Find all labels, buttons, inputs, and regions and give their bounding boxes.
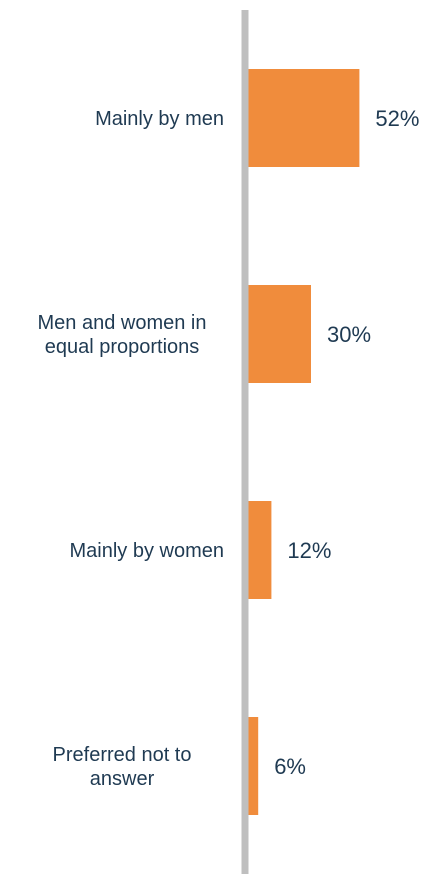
bar-3: [245, 501, 272, 599]
category-label-line: Men and women in: [38, 312, 207, 334]
category-label-line: equal proportions: [45, 336, 200, 358]
category-label-line: answer: [90, 768, 155, 790]
category-label-3: Mainly by women: [69, 540, 224, 562]
data-label-4: 6%: [274, 754, 306, 779]
data-label-2: 30%: [327, 322, 371, 347]
category-label-line: Mainly by men: [95, 108, 224, 130]
bars-group: [245, 69, 360, 815]
category-label-line: Preferred not to: [53, 744, 192, 766]
category-label-4: Preferred not to answer: [53, 744, 192, 790]
data-label-3: 12%: [287, 538, 331, 563]
bar-1: [245, 69, 360, 167]
category-label-1: Mainly by men: [95, 108, 224, 130]
data-label-1: 52%: [375, 106, 419, 131]
value-labels-group: 52% 30% 12% 6%: [274, 106, 419, 779]
category-label-2: Men and women in equal proportions: [38, 312, 207, 358]
category-label-line: Mainly by women: [69, 540, 224, 562]
category-labels-group: Mainly by men Men and women in equal propo…: [38, 108, 224, 790]
bar-2: [245, 285, 311, 383]
